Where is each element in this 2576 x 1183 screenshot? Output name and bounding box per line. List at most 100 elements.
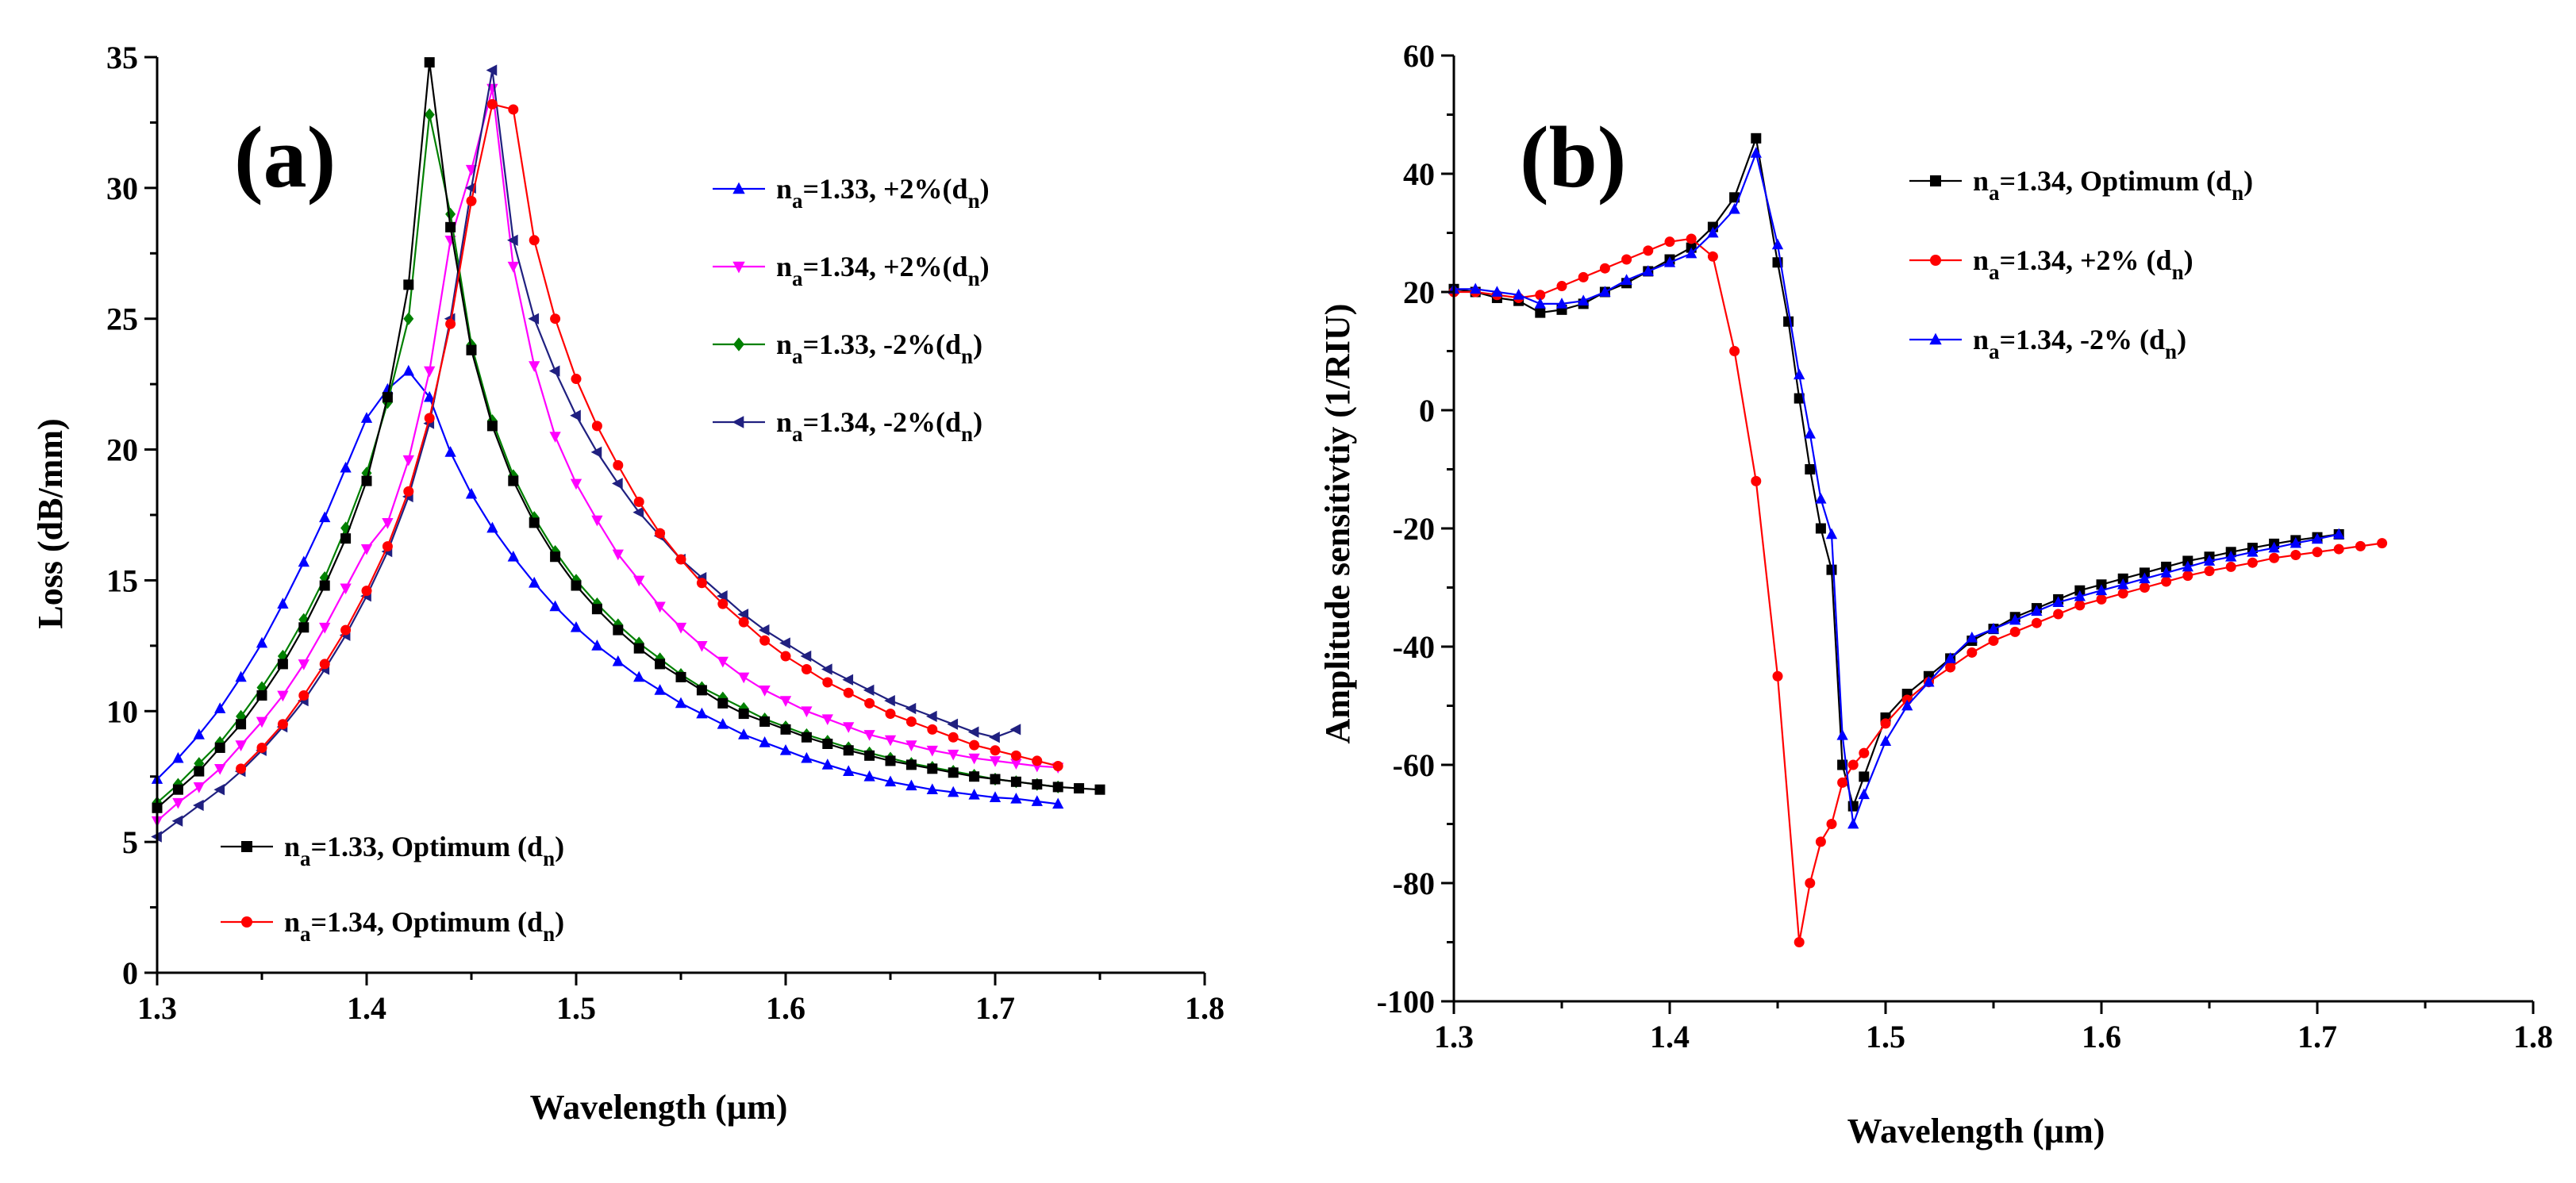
data-point	[571, 580, 582, 591]
data-point	[927, 763, 938, 774]
data-point	[256, 742, 267, 753]
data-point	[591, 604, 602, 615]
data-point	[633, 497, 644, 508]
data-point	[1556, 281, 1567, 292]
data-point	[172, 751, 184, 763]
data-point	[424, 366, 436, 378]
data-point	[172, 797, 184, 809]
data-point	[1826, 564, 1837, 575]
data-point	[486, 421, 498, 432]
data-point	[2225, 561, 2236, 572]
y-tick-label: 60	[1403, 38, 1435, 74]
panel-a-y-axis-title: Loss (dB/mm)	[31, 418, 70, 628]
series-line	[156, 114, 1059, 804]
data-point	[529, 517, 540, 528]
data-point	[1772, 670, 1783, 682]
data-point	[633, 643, 644, 654]
series-line	[156, 62, 1101, 809]
data-point	[654, 601, 666, 613]
data-point	[2377, 538, 2388, 549]
data-point	[360, 412, 373, 423]
data-point	[968, 753, 980, 765]
data-point	[2139, 572, 2151, 584]
data-point	[1599, 286, 1611, 297]
data-point	[1794, 937, 1805, 947]
y-tick-label: 15	[106, 563, 138, 598]
data-point	[885, 755, 896, 766]
data-point	[1794, 393, 1805, 404]
data-point	[591, 515, 603, 527]
data-point	[424, 413, 435, 424]
data-point	[193, 782, 205, 793]
data-point	[507, 234, 518, 246]
legend-label: na=1.34, Optimum (dn)	[1973, 165, 2253, 205]
data-point	[486, 98, 498, 109]
panel-b-legend-entry-1: na=1.34, Optimum (dn)	[1909, 165, 2253, 205]
data-point	[1794, 368, 1805, 380]
data-point	[277, 719, 288, 730]
data-point	[1815, 492, 1827, 504]
data-point	[319, 622, 331, 634]
data-point	[507, 550, 519, 562]
legend-marker	[732, 261, 745, 274]
data-point	[885, 709, 896, 720]
data-point	[1771, 238, 1784, 250]
y-tick-label: 0	[1419, 393, 1435, 428]
panel-a-x-axis-title: Wavelength (µm)	[530, 1088, 788, 1127]
data-point	[1751, 133, 1762, 144]
data-point	[508, 475, 519, 486]
legend-label: na=1.34, +2% (dn)	[1973, 244, 2193, 284]
data-point	[884, 775, 897, 787]
data-point	[1923, 675, 1935, 687]
data-point	[1663, 255, 1676, 267]
data-point	[989, 756, 1002, 767]
data-point	[969, 739, 980, 751]
y-tick-label: -100	[1377, 984, 1435, 1020]
data-point	[529, 576, 540, 588]
legend-marker	[1929, 332, 1942, 345]
data-point	[1728, 202, 1740, 214]
data-point	[717, 590, 728, 602]
data-point	[1470, 282, 1482, 294]
data-point	[361, 586, 372, 597]
data-point	[2095, 584, 2108, 596]
data-point	[424, 57, 435, 68]
data-point	[675, 697, 687, 709]
series-line	[156, 370, 1059, 805]
data-point	[2355, 540, 2366, 551]
panel-a-legend-bottom: na=1.33, Optimum (dn) na=1.34, Optimum (d…	[221, 831, 564, 946]
data-point	[1729, 346, 1740, 356]
data-point	[550, 313, 561, 325]
panel-a-legend-entry-4: na=1.34, -2%(dn)	[713, 406, 982, 446]
series-line	[1454, 237, 2382, 943]
data-point	[2268, 541, 2280, 553]
data-point	[445, 207, 456, 221]
data-point	[2160, 567, 2172, 578]
data-point	[571, 374, 582, 385]
data-point	[2052, 596, 2064, 607]
data-point	[738, 728, 750, 739]
data-point	[884, 735, 897, 747]
data-point	[236, 719, 247, 730]
y-tick-label: 35	[106, 40, 138, 75]
data-point	[1031, 795, 1043, 806]
data-point	[256, 636, 268, 648]
panel-a-loss-chart: 1.3 1.4 1.5 1.6 1.7 1.8 0 5 10 15 20 25 30 35 (a) Wav…	[31, 40, 1225, 1127]
data-point	[2117, 588, 2128, 599]
panel-a-legend-entry-1: na=1.33, +2%(dn)	[713, 173, 990, 213]
panel-b-legend-entry-3: na=1.34, -2% (dn)	[1909, 324, 2186, 363]
panel-a-series-2	[151, 83, 1064, 828]
y-tick-label: -80	[1393, 866, 1435, 901]
y-tick-label: 5	[122, 824, 138, 860]
data-point	[759, 635, 771, 646]
data-point	[361, 475, 372, 486]
data-point	[675, 554, 686, 565]
data-point	[821, 759, 833, 770]
panel-b-series-2	[1448, 233, 2388, 947]
data-point	[612, 549, 624, 561]
data-point	[1513, 288, 1524, 300]
data-point	[549, 600, 561, 612]
data-point	[277, 597, 289, 609]
data-point	[1966, 632, 1978, 643]
data-point	[1815, 836, 1826, 847]
